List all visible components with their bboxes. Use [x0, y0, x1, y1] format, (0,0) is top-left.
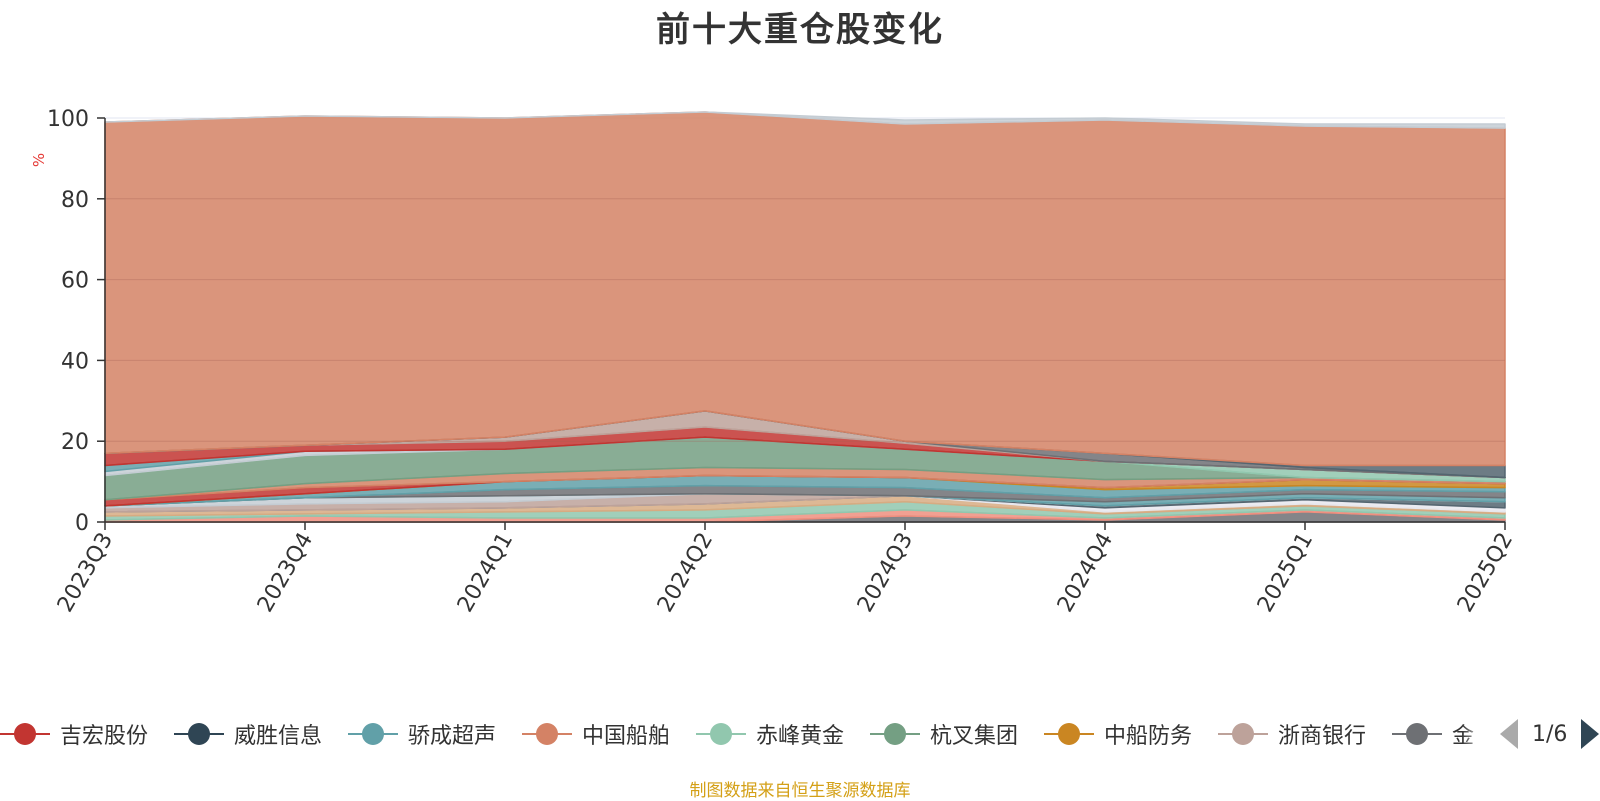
legend-fade — [1462, 714, 1498, 754]
source-note: 制图数据来自恒生聚源数据库 — [689, 781, 911, 801]
area-series-23 — [104, 111, 1506, 129]
legend-marker-icon — [1044, 714, 1094, 754]
legend-page-indicator: 1/6 — [1532, 721, 1568, 747]
legend-label: 吉宏股份 — [60, 724, 149, 749]
legend-item[interactable]: 威胜信息 — [174, 714, 322, 754]
y-tick-label: 80 — [61, 188, 89, 213]
legend-label: 赤峰黄金 — [756, 724, 845, 749]
stacked-areas — [104, 111, 1506, 523]
legend-next-page-icon[interactable] — [1581, 719, 1600, 749]
legend-label: 中船防务 — [1104, 724, 1193, 749]
legend-item[interactable]: 杭叉集团 — [870, 714, 1018, 754]
legend-label: 骄成超声 — [408, 724, 497, 749]
y-tick-label: 40 — [61, 349, 89, 374]
legend-marker-icon — [870, 714, 920, 754]
legend-marker-icon — [696, 714, 746, 754]
area-series-22 — [104, 111, 1506, 467]
legend-item[interactable]: 吉宏股份 — [0, 714, 148, 754]
x-tick-label: 2024Q4 — [1053, 529, 1118, 617]
legend-item[interactable]: 骄成超声 — [348, 714, 496, 754]
legend-marker-icon — [348, 714, 398, 754]
x-tick-label: 2024Q2 — [653, 529, 718, 617]
y-tick-label: 20 — [61, 430, 89, 455]
legend-marker-icon — [174, 714, 224, 754]
chart-title: 前十大重仓股变化 — [656, 10, 944, 50]
legend: 吉宏股份威胜信息骄成超声中国船舶赤峰黄金杭叉集团中船防务浙商银行金 — [0, 714, 1600, 754]
x-tick-label: 2023Q3 — [53, 529, 118, 617]
y-tick-label: 0 — [75, 511, 89, 536]
legend-label: 威胜信息 — [234, 724, 323, 749]
legend-label: 浙商银行 — [1278, 724, 1367, 749]
x-tick-label: 2023Q4 — [253, 529, 318, 617]
legend-label: 杭叉集团 — [930, 724, 1019, 749]
y-tick-label: 100 — [47, 107, 89, 132]
legend-pager: 1/6 — [1500, 716, 1600, 752]
x-tick-label: 2024Q3 — [853, 529, 918, 617]
x-tick-label: 2025Q1 — [1253, 529, 1318, 617]
legend-item[interactable]: 浙商银行 — [1218, 714, 1366, 754]
legend-marker-icon — [522, 714, 572, 754]
y-axis-unit-label: % — [30, 153, 48, 167]
chart-plot: 0 20 40 60 80 100 2023Q3 2023Q4 2024Q1 2024Q2 2024… — [30, 107, 1518, 617]
x-tick-label: 2025Q2 — [1453, 529, 1518, 617]
y-tick-label: 60 — [61, 269, 89, 294]
legend-marker-icon — [0, 714, 50, 754]
legend-item[interactable]: 中船防务 — [1044, 714, 1192, 754]
legend-marker-icon — [1392, 714, 1442, 754]
legend-marker-icon — [1218, 714, 1268, 754]
legend-item[interactable]: 中国船舶 — [522, 714, 670, 754]
x-tick-label: 2024Q1 — [453, 529, 518, 617]
legend-prev-page-icon[interactable] — [1500, 719, 1518, 749]
legend-label: 中国船舶 — [582, 724, 671, 749]
legend-item[interactable]: 赤峰黄金 — [696, 714, 844, 754]
